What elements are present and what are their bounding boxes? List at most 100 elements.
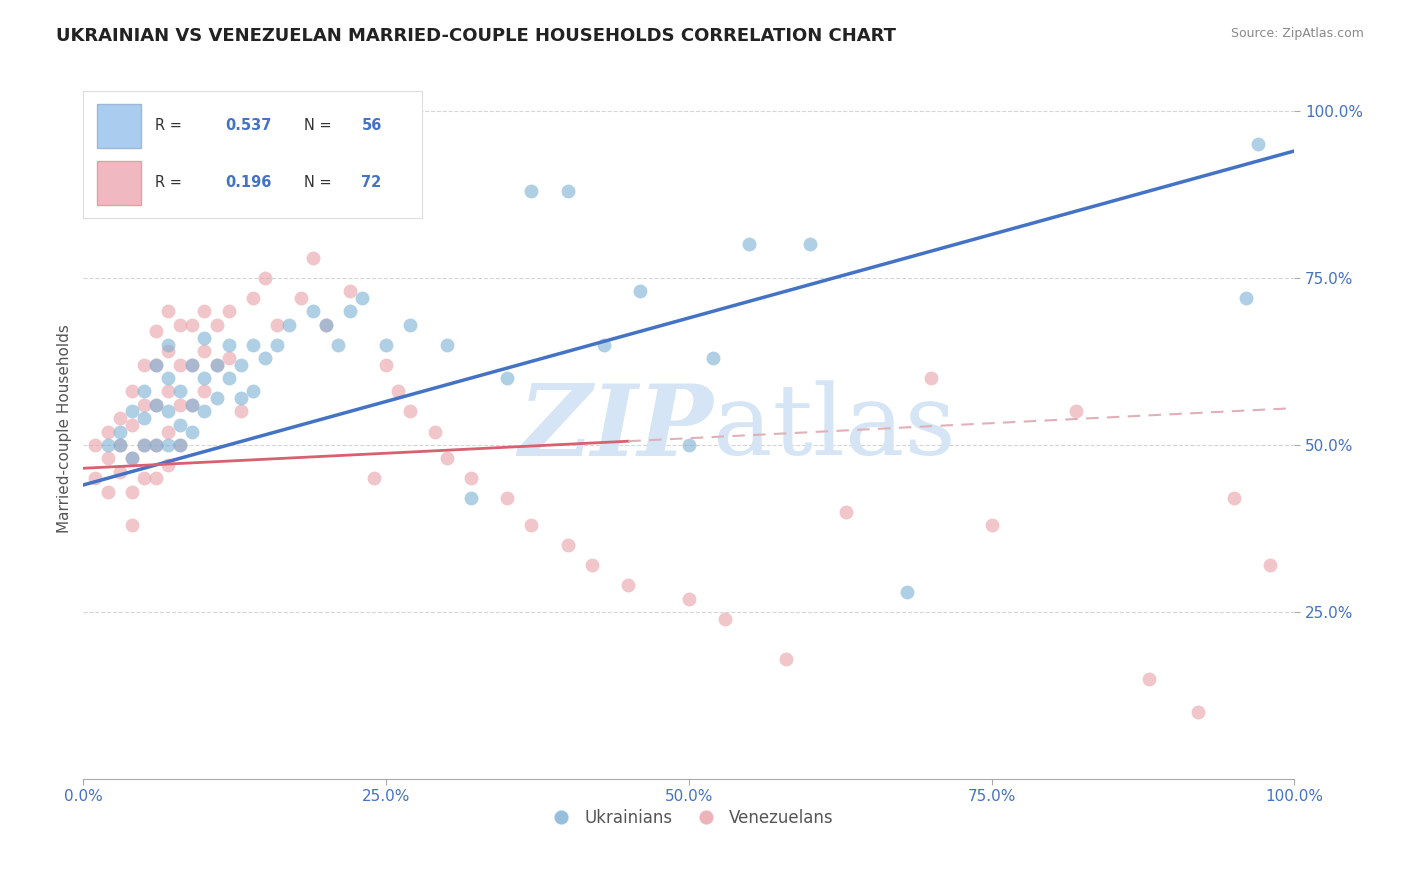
Point: [678, 438, 700, 452]
Point: [702, 351, 724, 365]
Point: [229, 358, 252, 372]
Point: [460, 471, 482, 485]
Point: [193, 344, 215, 359]
Point: [169, 417, 191, 432]
Point: [1247, 137, 1270, 152]
Point: [253, 351, 276, 365]
Point: [157, 404, 180, 418]
Point: [399, 318, 422, 332]
Point: [169, 438, 191, 452]
Point: [218, 351, 240, 365]
Point: [121, 384, 143, 399]
Point: [266, 318, 288, 332]
Point: [108, 438, 131, 452]
Point: [229, 404, 252, 418]
Point: [242, 291, 264, 305]
Point: [108, 465, 131, 479]
Point: [775, 651, 797, 665]
Point: [96, 451, 118, 466]
Point: [96, 425, 118, 439]
Point: [520, 518, 543, 533]
Point: [315, 318, 337, 332]
Point: [1223, 491, 1246, 506]
Point: [145, 324, 167, 338]
Point: [132, 384, 155, 399]
Point: [108, 425, 131, 439]
Point: [205, 358, 228, 372]
Point: [193, 371, 215, 385]
Point: [145, 438, 167, 452]
Point: [145, 438, 167, 452]
Point: [121, 404, 143, 418]
Point: [266, 337, 288, 351]
Point: [339, 284, 361, 298]
Point: [436, 337, 458, 351]
Point: [593, 337, 616, 351]
Point: [181, 358, 204, 372]
Point: [157, 425, 180, 439]
Point: [628, 284, 651, 298]
Point: [436, 451, 458, 466]
Point: [157, 384, 180, 399]
Point: [617, 578, 640, 592]
Point: [169, 358, 191, 372]
Point: [557, 184, 579, 198]
Point: [157, 344, 180, 359]
Text: UKRAINIAN VS VENEZUELAN MARRIED-COUPLE HOUSEHOLDS CORRELATION CHART: UKRAINIAN VS VENEZUELAN MARRIED-COUPLE H…: [56, 27, 896, 45]
Point: [387, 384, 409, 399]
Point: [169, 384, 191, 399]
Point: [1137, 672, 1160, 686]
Point: [520, 184, 543, 198]
Point: [169, 318, 191, 332]
Point: [290, 291, 312, 305]
Point: [193, 304, 215, 318]
Point: [229, 391, 252, 405]
Point: [460, 491, 482, 506]
Y-axis label: Married-couple Households: Married-couple Households: [58, 324, 72, 533]
Point: [242, 337, 264, 351]
Point: [121, 518, 143, 533]
Point: [205, 318, 228, 332]
Point: [799, 237, 821, 252]
Point: [108, 411, 131, 425]
Point: [496, 491, 519, 506]
Point: [1066, 404, 1088, 418]
Point: [132, 411, 155, 425]
Point: [363, 471, 385, 485]
Point: [84, 471, 107, 485]
Legend: Ukrainians, Venezuelans: Ukrainians, Venezuelans: [537, 803, 841, 834]
Point: [423, 425, 446, 439]
Point: [157, 438, 180, 452]
Point: [181, 358, 204, 372]
Point: [714, 611, 737, 625]
Point: [399, 404, 422, 418]
Point: [218, 371, 240, 385]
Point: [835, 505, 858, 519]
Point: [302, 304, 325, 318]
Text: atlas: atlas: [713, 380, 956, 476]
Point: [145, 358, 167, 372]
Point: [205, 391, 228, 405]
Point: [84, 438, 107, 452]
Text: ZIP: ZIP: [517, 380, 713, 476]
Point: [132, 438, 155, 452]
Point: [145, 398, 167, 412]
Point: [121, 451, 143, 466]
Point: [96, 438, 118, 452]
Point: [193, 331, 215, 345]
Point: [326, 337, 349, 351]
Point: [169, 438, 191, 452]
Point: [121, 484, 143, 499]
Point: [181, 398, 204, 412]
Point: [121, 417, 143, 432]
Point: [278, 318, 301, 332]
Point: [193, 404, 215, 418]
Point: [218, 304, 240, 318]
Point: [169, 398, 191, 412]
Point: [375, 358, 398, 372]
Point: [157, 337, 180, 351]
Point: [157, 458, 180, 472]
Point: [581, 558, 603, 573]
Point: [132, 471, 155, 485]
Point: [678, 591, 700, 606]
